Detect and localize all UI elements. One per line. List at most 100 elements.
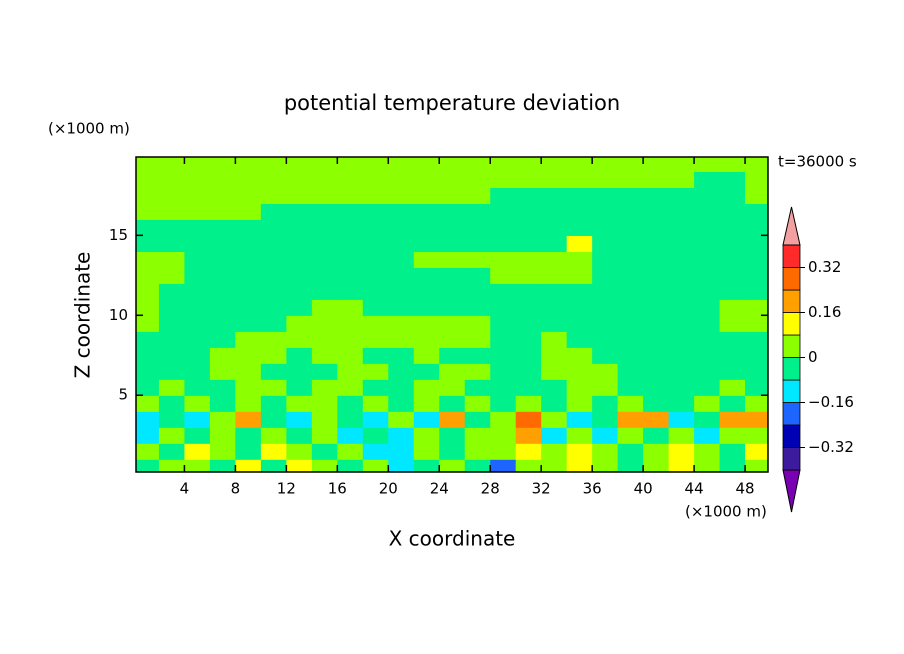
contour-cell: [694, 459, 721, 472]
contour-cell: [668, 219, 695, 236]
contour-cell: [260, 411, 287, 428]
contour-cell: [388, 331, 415, 348]
contour-cell: [668, 157, 695, 172]
contour-cell: [643, 347, 670, 364]
contour-cell: [592, 395, 619, 412]
contour-cell: [643, 395, 670, 412]
contour-cell: [235, 157, 262, 172]
contour-cell: [260, 427, 287, 444]
contour-cell: [439, 157, 466, 172]
contour-cell: [464, 235, 491, 252]
contour-cell: [184, 283, 211, 300]
contour-cell: [337, 187, 364, 204]
contour-cell: [668, 347, 695, 364]
colorbar-label: 0.16: [808, 303, 841, 321]
contour-cell: [668, 187, 695, 204]
contour-cell: [286, 379, 313, 396]
contour-cell: [337, 459, 364, 472]
contour-cell: [617, 363, 644, 380]
x-unit: (×1000 m): [685, 503, 767, 521]
contour-cell: [566, 267, 593, 284]
contour-cell: [592, 267, 619, 284]
colorbar-label: 0: [808, 348, 818, 366]
contour-cell: [643, 203, 670, 220]
contour-cell: [286, 427, 313, 444]
contour-cell: [566, 363, 593, 380]
contour-cell: [464, 219, 491, 236]
contour-cell: [311, 171, 338, 188]
colorbar-segment: [782, 244, 801, 268]
contour-cell: [592, 347, 619, 364]
contour-cell: [490, 171, 517, 188]
x-tick-label: 24: [430, 480, 449, 498]
colorbar-segment: [782, 289, 801, 313]
contour-cell: [592, 459, 619, 472]
contour-cell: [260, 299, 287, 316]
contour-cell: [184, 299, 211, 316]
contour-cell: [286, 315, 313, 332]
contour-cell: [617, 219, 644, 236]
contour-cell: [136, 347, 160, 364]
contour-cell: [209, 251, 236, 268]
contour-cell: [439, 363, 466, 380]
contour-cell: [694, 267, 721, 284]
contour-cell: [184, 347, 211, 364]
contour-cell: [311, 459, 338, 472]
contour-cell: [745, 443, 768, 460]
contour-cell: [643, 187, 670, 204]
contour-cell: [694, 283, 721, 300]
contour-cell: [617, 315, 644, 332]
colorbar-segment: [782, 357, 801, 381]
contour-cell: [566, 315, 593, 332]
contour-cell: [413, 443, 440, 460]
contour-cell: [260, 219, 287, 236]
contour-cell: [694, 363, 721, 380]
contour-cell: [388, 315, 415, 332]
contour-cell: [439, 411, 466, 428]
contour-cell: [490, 267, 517, 284]
contour-cell: [362, 331, 389, 348]
contour-cell: [515, 411, 542, 428]
contour-cell: [136, 251, 160, 268]
contour-cell: [209, 363, 236, 380]
contour-cell: [158, 235, 186, 252]
contour-cell: [541, 331, 568, 348]
x-tick-label: 4: [180, 480, 190, 498]
contour-cell: [337, 283, 364, 300]
contour-cell: [388, 251, 415, 268]
contour-cell: [184, 203, 211, 220]
contour-cell: [439, 203, 466, 220]
x-tick-label: 44: [685, 480, 704, 498]
contour-cell: [566, 251, 593, 268]
contour-cell: [388, 347, 415, 364]
contour-cell: [286, 283, 313, 300]
colorbar-segment: [782, 267, 801, 291]
contour-cell: [286, 251, 313, 268]
contour-cell: [388, 443, 415, 460]
contour-cell: [311, 283, 338, 300]
contour-cell: [337, 299, 364, 316]
contour-cell: [464, 331, 491, 348]
contour-cell: [260, 283, 287, 300]
x-tick-label: 12: [277, 480, 296, 498]
contour-cell: [235, 331, 262, 348]
x-axis-label: X coordinate: [389, 527, 516, 551]
colorbar-label: 0.32: [808, 258, 841, 276]
contour-cell: [311, 411, 338, 428]
contour-cell: [745, 299, 768, 316]
contour-cell: [592, 299, 619, 316]
contour-cell: [719, 395, 746, 412]
contour-cell: [158, 283, 186, 300]
contour-cell: [362, 443, 389, 460]
contour-cell: [719, 315, 746, 332]
contour-cell: [592, 379, 619, 396]
contour-cell: [541, 411, 568, 428]
contour-cell: [515, 251, 542, 268]
contour-cell: [260, 331, 287, 348]
contour-cell: [337, 171, 364, 188]
contour-cell: [184, 251, 211, 268]
contour-cell: [541, 459, 568, 472]
contour-cell: [184, 235, 211, 252]
contour-cell: [541, 187, 568, 204]
contour-cell: [337, 379, 364, 396]
